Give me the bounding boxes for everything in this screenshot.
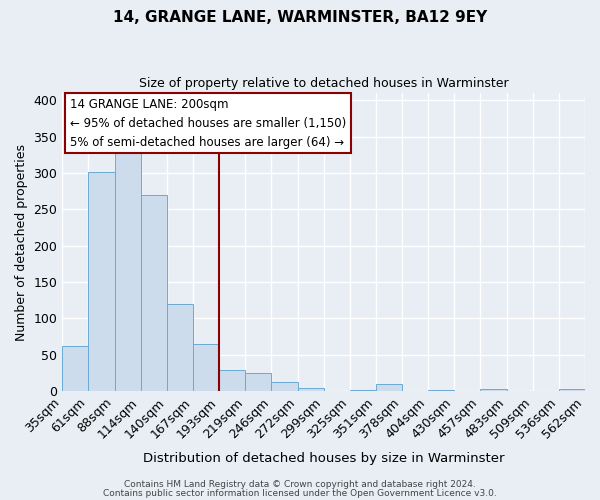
Bar — [245, 373, 271, 391]
X-axis label: Distribution of detached houses by size in Warminster: Distribution of detached houses by size … — [143, 452, 505, 465]
Y-axis label: Number of detached properties: Number of detached properties — [15, 144, 28, 340]
Bar — [481, 389, 506, 391]
Bar — [62, 346, 88, 391]
Bar — [167, 304, 193, 391]
Bar — [350, 390, 376, 391]
Bar — [88, 172, 115, 391]
Bar — [376, 384, 402, 391]
Text: 14 GRANGE LANE: 200sqm
← 95% of detached houses are smaller (1,150)
5% of semi-d: 14 GRANGE LANE: 200sqm ← 95% of detached… — [70, 98, 346, 148]
Title: Size of property relative to detached houses in Warminster: Size of property relative to detached ho… — [139, 78, 508, 90]
Bar — [559, 389, 585, 391]
Text: Contains public sector information licensed under the Open Government Licence v3: Contains public sector information licen… — [103, 488, 497, 498]
Text: Contains HM Land Registry data © Crown copyright and database right 2024.: Contains HM Land Registry data © Crown c… — [124, 480, 476, 489]
Bar — [428, 390, 454, 391]
Bar — [298, 388, 323, 391]
Bar — [140, 195, 167, 391]
Bar — [271, 382, 298, 391]
Bar — [193, 344, 219, 391]
Bar — [115, 151, 140, 391]
Text: 14, GRANGE LANE, WARMINSTER, BA12 9EY: 14, GRANGE LANE, WARMINSTER, BA12 9EY — [113, 10, 487, 25]
Bar — [219, 370, 245, 391]
